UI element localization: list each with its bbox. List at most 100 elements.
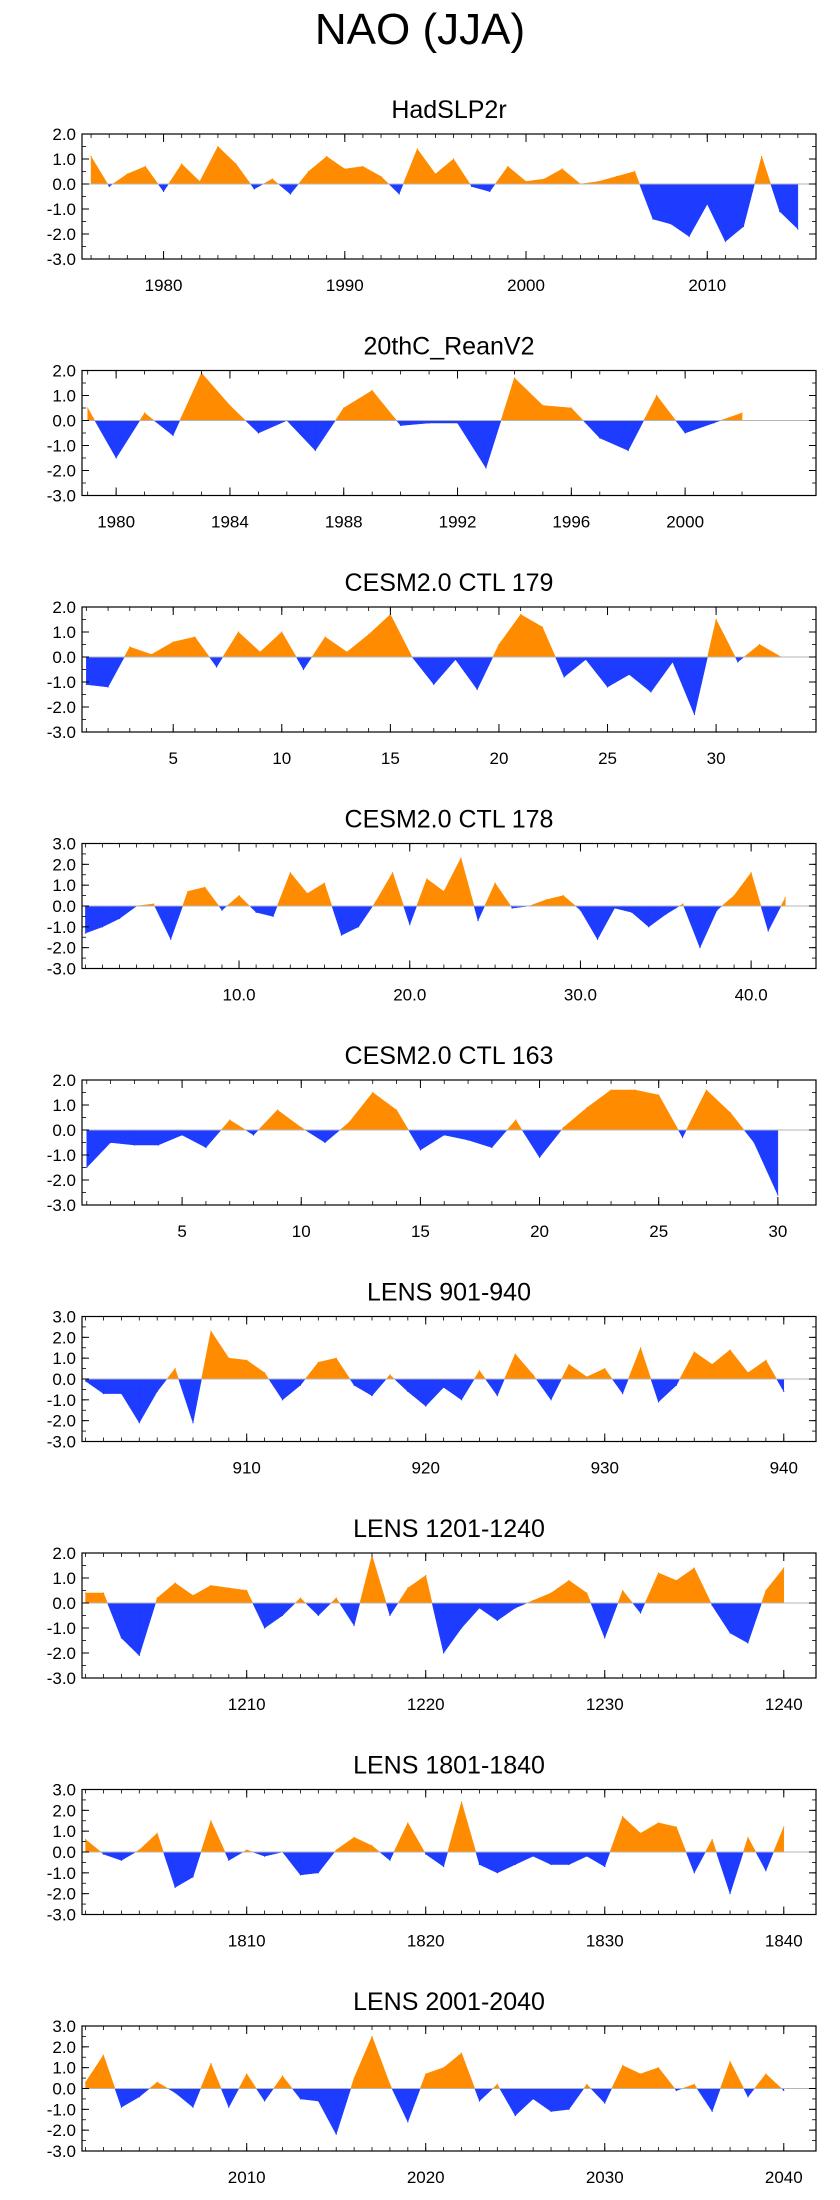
data-point — [747, 1642, 749, 1644]
y-tick-label: -2.0 — [47, 1171, 76, 1190]
data-point — [753, 1141, 755, 1144]
data-point — [371, 2035, 373, 2038]
data-point — [443, 1386, 445, 1388]
data-point — [550, 1592, 552, 1594]
data-point — [550, 1863, 552, 1866]
y-tick-label: -2.0 — [47, 462, 76, 481]
data-point — [741, 412, 743, 414]
data-point — [460, 1399, 463, 1401]
x-tick-label: 2010 — [688, 276, 726, 295]
data-point — [639, 2073, 642, 2075]
data-point — [541, 626, 543, 628]
data-point — [765, 1589, 767, 1592]
y-tick-label: 1.0 — [52, 150, 76, 169]
data-point — [706, 203, 708, 205]
data-point — [174, 1367, 176, 1370]
x-tick-label: 1210 — [228, 1695, 266, 1714]
y-tick-label: 1.0 — [52, 1822, 76, 1841]
data-point — [737, 661, 739, 663]
data-point — [460, 1801, 463, 1803]
data-point — [456, 422, 459, 424]
data-point — [199, 180, 201, 183]
y-tick-label: -3.0 — [47, 1433, 76, 1452]
data-point — [511, 907, 513, 909]
y-tick-label: 0.0 — [52, 412, 76, 431]
y-tick-label: 1.0 — [52, 1096, 76, 1115]
data-point — [400, 424, 402, 427]
positive-area — [85, 1801, 785, 1853]
data-point — [289, 872, 291, 874]
data-point — [323, 882, 325, 884]
data-point — [494, 882, 496, 884]
data-point — [586, 1855, 588, 1857]
y-tick-label: -1.0 — [47, 918, 76, 937]
x-tick-label: 20.0 — [393, 986, 426, 1005]
data-point — [192, 1422, 194, 1424]
x-tick-label: 2040 — [765, 2168, 803, 2187]
y-tick-label: -3.0 — [47, 1669, 76, 1688]
y-tick-label: 0.0 — [52, 1370, 76, 1389]
data-point — [711, 2110, 713, 2113]
data-point — [568, 1863, 570, 1866]
y-tick-label: -1.0 — [47, 1619, 76, 1638]
data-point — [85, 683, 87, 686]
data-point — [478, 1607, 481, 1609]
x-tick-label: 940 — [770, 1459, 798, 1478]
data-point — [476, 688, 478, 691]
data-point — [138, 2096, 140, 2098]
data-point — [217, 145, 219, 148]
data-point — [84, 932, 87, 934]
data-point — [264, 1627, 266, 1629]
data-point — [568, 1579, 570, 1582]
y-tick-label: -3.0 — [47, 2142, 76, 2161]
y-tick-label: -2.0 — [47, 1885, 76, 1904]
data-point — [237, 631, 239, 633]
data-point — [733, 894, 735, 897]
data-point — [513, 377, 516, 379]
data-point — [491, 1146, 493, 1149]
y-tick-label: 2.0 — [52, 855, 76, 874]
data-point — [672, 661, 674, 663]
data-point — [650, 691, 652, 693]
data-point — [675, 1826, 677, 1828]
data-point — [532, 1599, 534, 1602]
data-point — [675, 1384, 677, 1386]
data-point — [133, 1144, 136, 1146]
data-point — [783, 1390, 785, 1393]
data-point — [371, 1845, 373, 1847]
data-point — [302, 668, 305, 671]
y-tick-label: 0.0 — [52, 648, 76, 667]
data-point — [221, 909, 223, 911]
data-point — [204, 886, 206, 888]
data-point — [144, 165, 147, 168]
data-point — [229, 1119, 231, 1121]
data-point — [172, 641, 174, 643]
data-point — [353, 1624, 355, 1627]
data-point — [216, 666, 218, 668]
y-tick-label: 3.0 — [52, 2017, 76, 2036]
data-point — [562, 894, 564, 897]
x-tick-label: 10 — [272, 749, 291, 768]
data-point — [758, 643, 761, 646]
x-tick-label: 2000 — [507, 276, 545, 295]
negative-area — [107, 1602, 762, 1657]
data-point — [368, 633, 370, 636]
data-point — [765, 2073, 767, 2075]
data-point — [120, 1859, 122, 1861]
data-point — [496, 2083, 498, 2085]
x-tick-label: 2020 — [407, 2168, 445, 2187]
data-point — [210, 1584, 212, 1587]
data-point — [102, 2054, 105, 2056]
data-point — [228, 2106, 230, 2108]
data-point — [335, 1357, 337, 1359]
data-point — [335, 1597, 337, 1599]
data-point — [711, 1838, 713, 1841]
data-point — [194, 636, 196, 638]
x-tick-label: 1810 — [228, 1932, 266, 1951]
y-tick-label: 2.0 — [52, 362, 76, 381]
chart-panel: 20thC_ReanV2 2.0 1.0 0.0 -1.0 -2.0 -3.0 1980 198… — [47, 333, 817, 532]
data-point — [586, 2083, 588, 2085]
data-point — [742, 225, 745, 228]
x-tick-label: 20 — [489, 749, 508, 768]
data-point — [460, 857, 462, 859]
